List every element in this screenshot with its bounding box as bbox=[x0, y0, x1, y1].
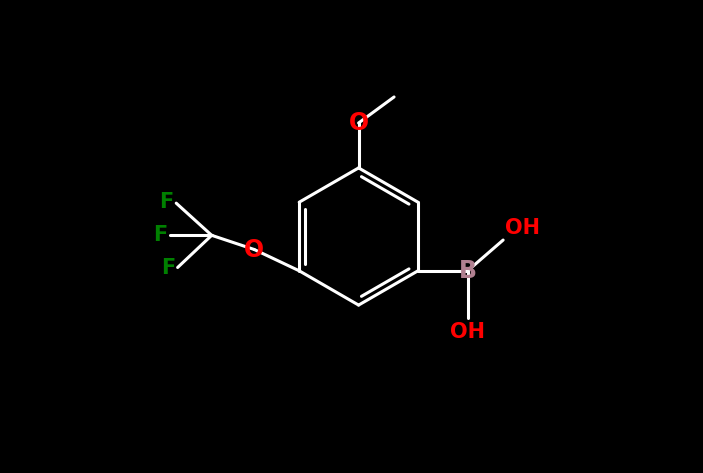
Text: OH: OH bbox=[450, 322, 485, 342]
Text: F: F bbox=[153, 225, 168, 245]
Text: F: F bbox=[160, 192, 174, 212]
Text: B: B bbox=[458, 259, 477, 283]
Text: OH: OH bbox=[505, 218, 541, 238]
Text: O: O bbox=[244, 237, 264, 262]
Text: O: O bbox=[349, 111, 368, 135]
Text: F: F bbox=[161, 258, 175, 279]
